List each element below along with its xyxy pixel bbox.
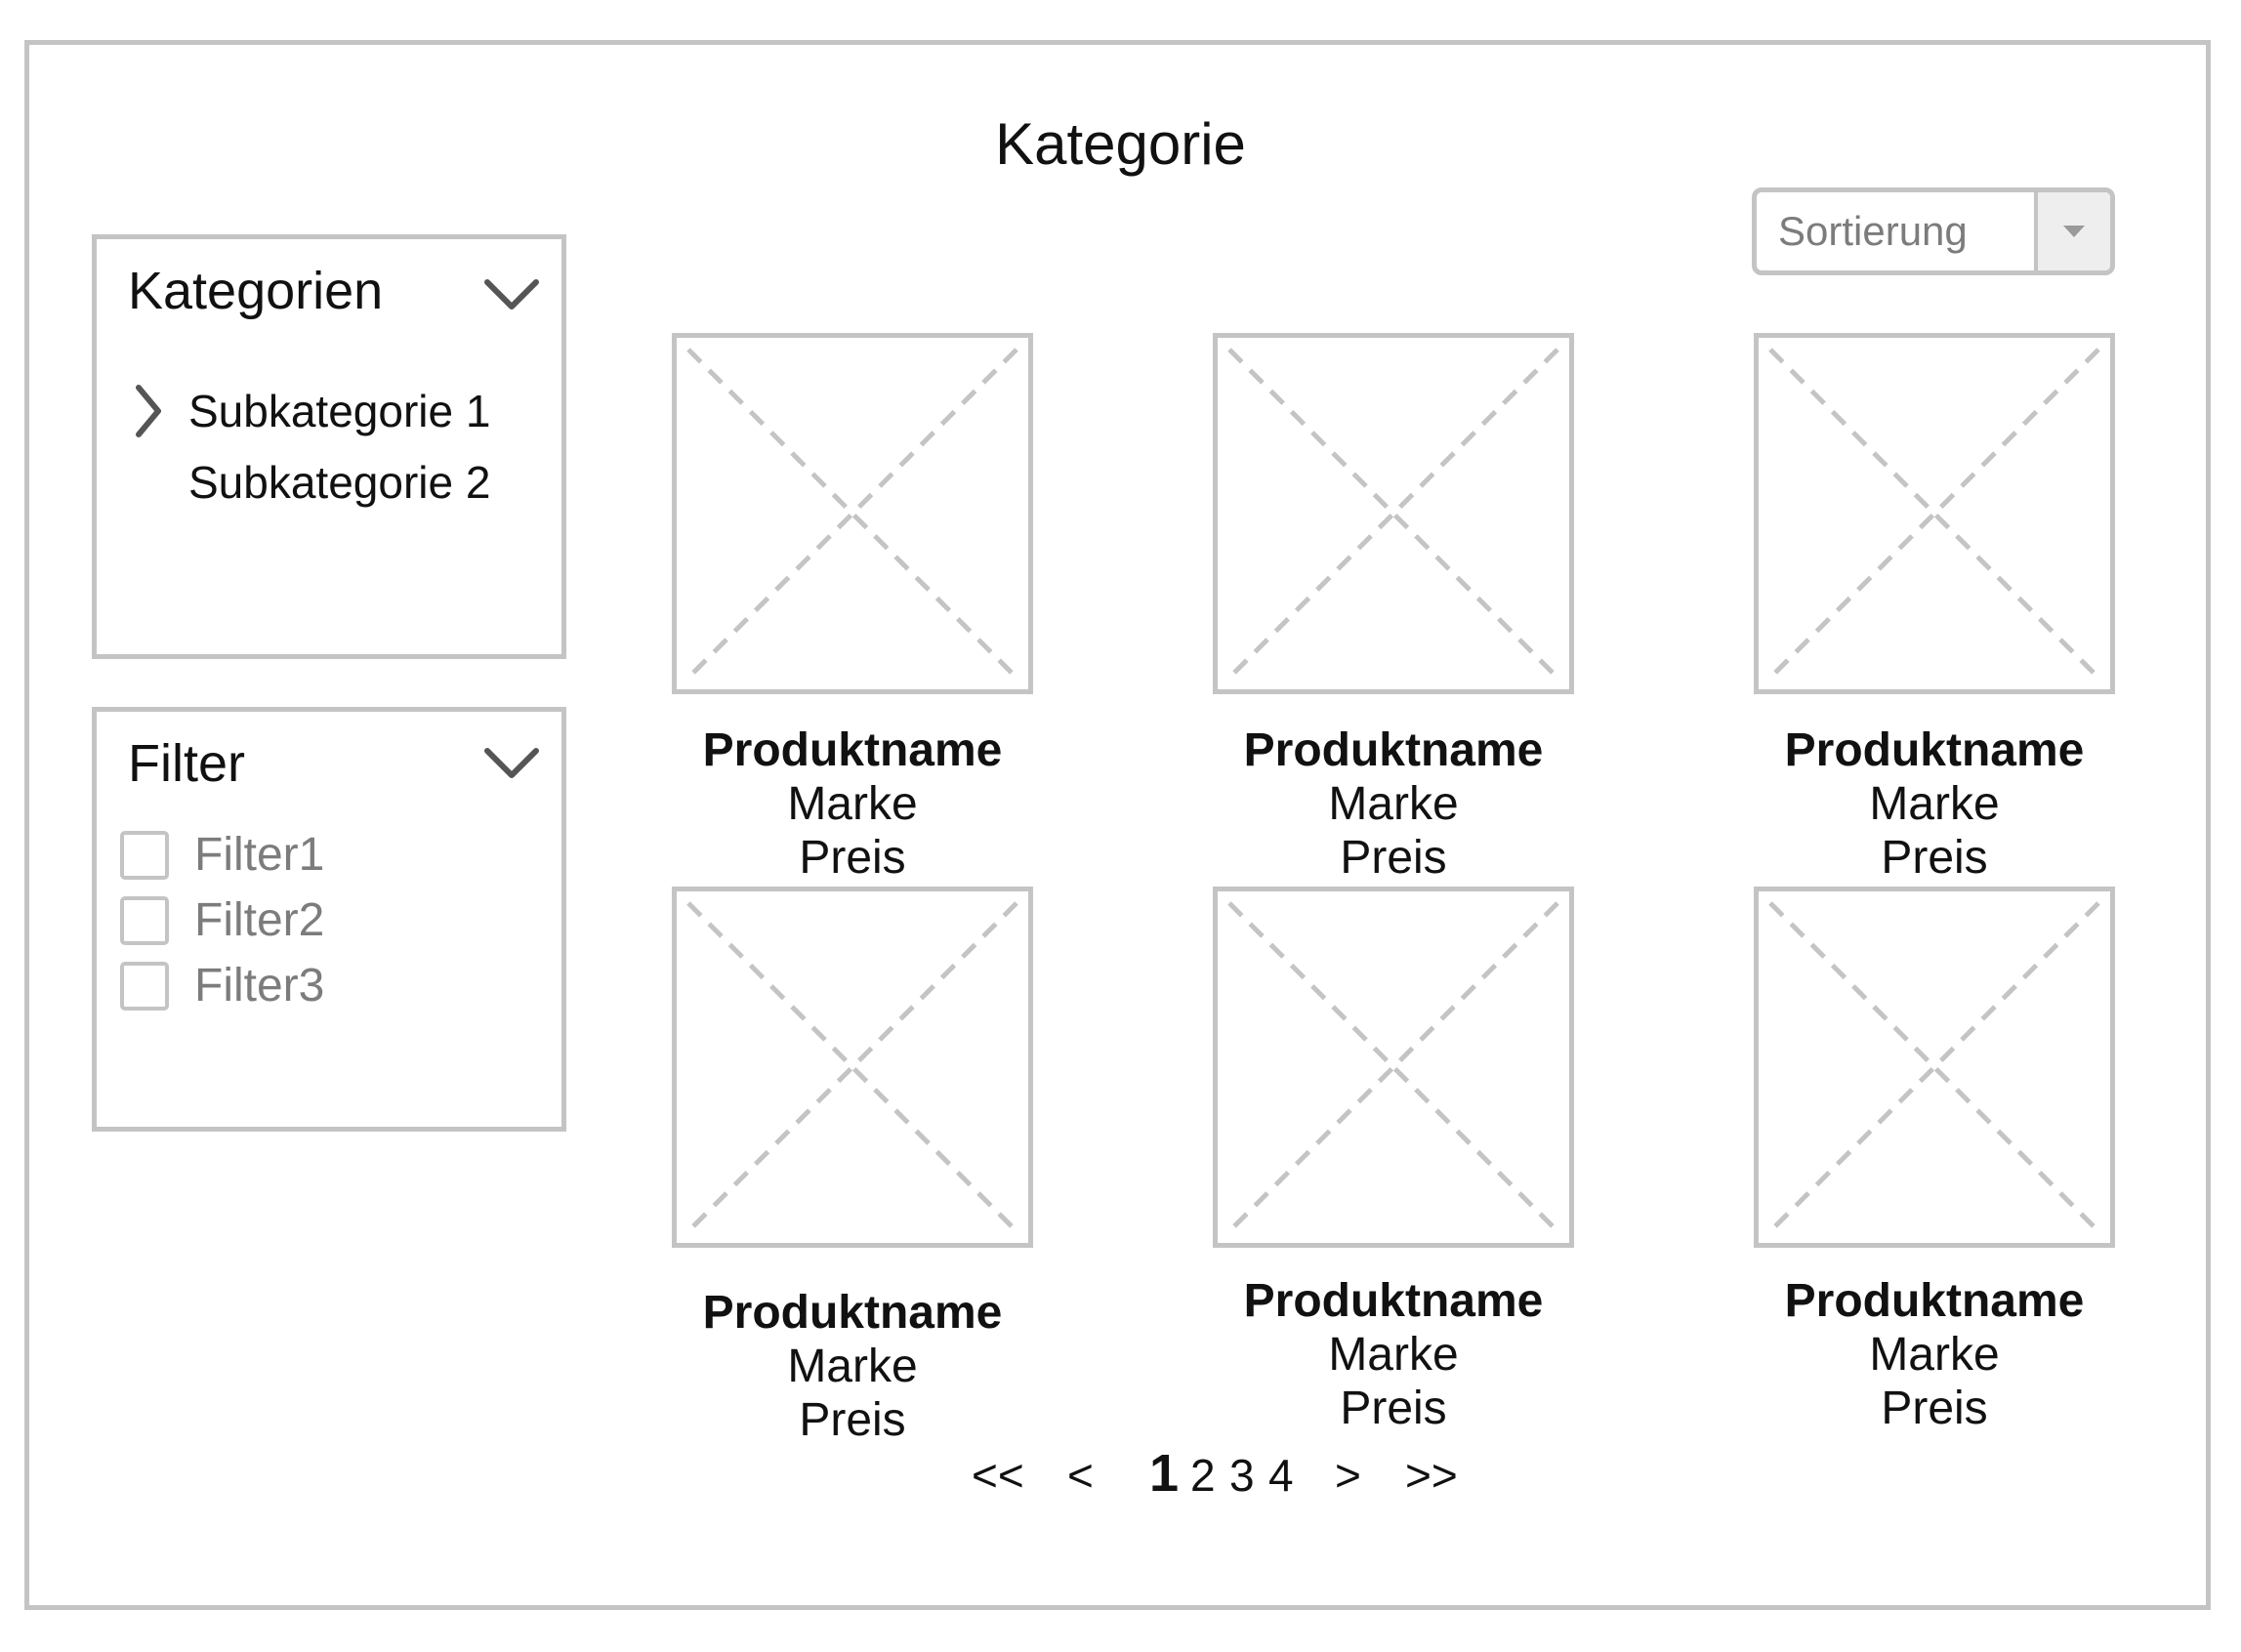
product-card-text: Produktname Marke Preis [1120,723,1667,885]
product-price: Preis [799,832,906,884]
subcategory-item-1[interactable]: Subkategorie 1 [188,386,491,436]
product-price: Preis [799,1394,906,1446]
caret-down-icon[interactable] [2034,192,2110,270]
product-brand: Marke [787,778,918,830]
product-card-text: Produktname Marke Preis [1661,723,2208,885]
image-placeholder-icon [1227,901,1559,1233]
product-brand: Marke [1328,778,1459,830]
image-placeholder-icon [1768,901,2100,1233]
product-name[interactable]: Produktname [1243,1275,1544,1327]
pagination-prev[interactable]: < [1067,1450,1094,1501]
product-image[interactable] [672,887,1033,1248]
filter-panel-title: Filter [128,734,245,793]
product-name[interactable]: Produktname [1784,724,2085,776]
image-placeholder-icon [686,348,1018,680]
product-brand: Marke [1328,1329,1459,1381]
product-brand: Marke [1869,778,2000,830]
product-brand: Marke [787,1341,918,1392]
pagination-first[interactable]: << [972,1450,1024,1501]
product-name[interactable]: Produktname [1243,724,1544,776]
pagination-page-3[interactable]: 3 [1229,1450,1255,1501]
chevron-down-icon[interactable] [483,747,540,785]
image-placeholder-icon [1227,348,1559,680]
product-image[interactable] [672,333,1033,694]
filter-checkbox-1[interactable] [120,831,169,880]
chevron-down-icon[interactable] [483,278,540,316]
categories-panel: Kategorien Subkategorie 1 Subkategorie 2 [92,234,566,659]
product-card-text: Produktname Marke Preis [1661,1274,2208,1435]
page-frame [24,40,2211,1610]
product-name[interactable]: Produktname [1784,1275,2085,1327]
product-price: Preis [1340,832,1447,884]
filter-label-2: Filter2 [194,894,325,946]
product-image[interactable] [1754,333,2115,694]
product-name[interactable]: Produktname [702,724,1003,776]
product-card-text: Produktname Marke Preis [579,1286,1126,1447]
subcategory-item-2[interactable]: Subkategorie 2 [188,457,491,508]
filter-option-3[interactable]: Filter3 [120,960,324,1012]
pagination-page-4[interactable]: 4 [1268,1450,1294,1501]
filter-option-2[interactable]: Filter2 [120,894,324,947]
pagination-page-2[interactable]: 2 [1190,1450,1216,1501]
chevron-right-icon[interactable] [134,384,163,443]
product-card-text: Produktname Marke Preis [1120,1274,1667,1435]
product-price: Preis [1340,1383,1447,1434]
image-placeholder-icon [686,901,1018,1233]
product-name[interactable]: Produktname [702,1287,1003,1339]
pagination-next[interactable]: > [1335,1450,1361,1501]
filter-label-1: Filter1 [194,829,325,881]
filter-label-3: Filter3 [194,960,325,1012]
sort-dropdown[interactable]: Sortierung [1752,187,2115,275]
product-card-text: Produktname Marke Preis [579,723,1126,885]
product-image[interactable] [1754,887,2115,1248]
filter-checkbox-2[interactable] [120,896,169,945]
product-brand: Marke [1869,1329,2000,1381]
filter-option-1[interactable]: Filter1 [120,829,324,882]
product-image[interactable] [1213,887,1574,1248]
sort-dropdown-label: Sortierung [1778,208,1968,254]
pagination-page-1[interactable]: 1 [1149,1444,1180,1503]
image-placeholder-icon [1768,348,2100,680]
pagination-last[interactable]: >> [1405,1450,1458,1501]
product-image[interactable] [1213,333,1574,694]
categories-panel-title: Kategorien [128,262,384,320]
page-title: Kategorie [995,111,1246,177]
filter-checkbox-3[interactable] [120,962,169,1011]
product-price: Preis [1881,1383,1988,1434]
product-price: Preis [1881,832,1988,884]
filter-panel: Filter Filter1 Filter2 Filter3 [92,707,566,1132]
